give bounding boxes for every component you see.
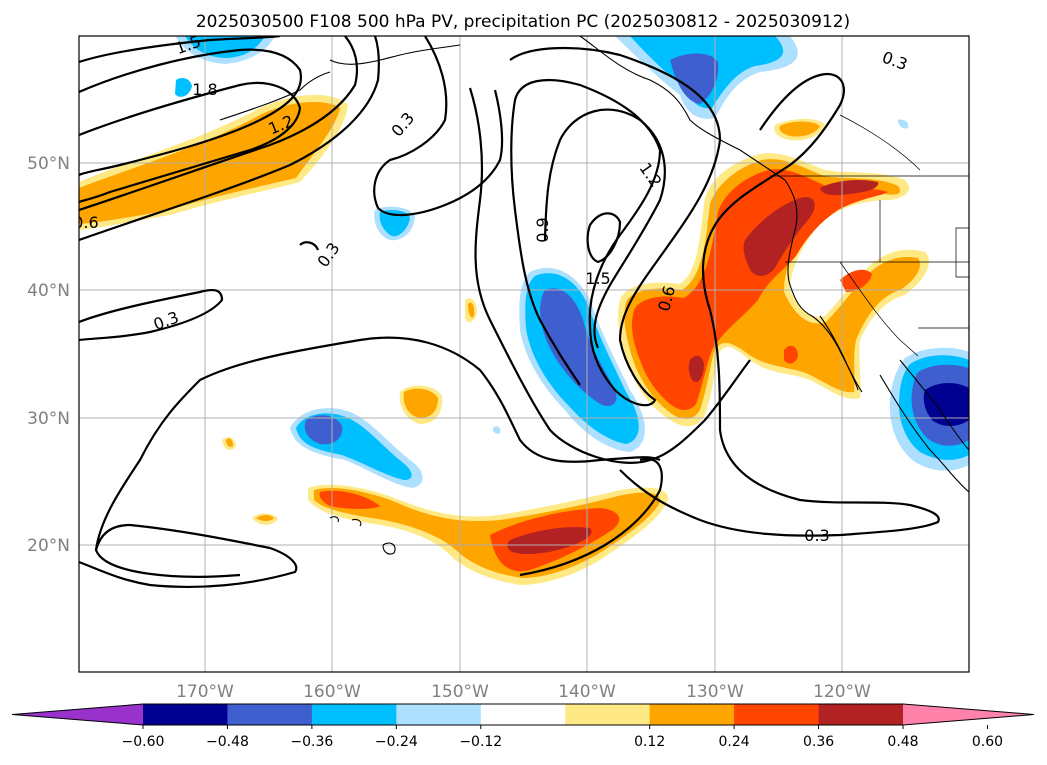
colorbar-tick-label: 0.24 bbox=[719, 734, 750, 750]
y-tick-label: 30°N bbox=[27, 409, 70, 429]
colorbar-segment bbox=[480, 704, 566, 725]
x-tick-label: 130°W bbox=[686, 682, 744, 702]
colorbar-tick-label: −0.36 bbox=[290, 734, 333, 750]
x-tick-label: 170°W bbox=[176, 682, 234, 702]
colorbar-segment bbox=[734, 704, 820, 725]
colorbar-segment bbox=[649, 704, 735, 725]
map-title: 2025030500 F108 500 hPa PV, precipitatio… bbox=[196, 12, 850, 32]
colorbar-segment bbox=[396, 704, 482, 725]
pv-contours bbox=[79, 36, 940, 588]
colorbar-tick-label: −0.12 bbox=[459, 734, 502, 750]
colorbar-segment bbox=[227, 704, 313, 725]
colorbar-extend-low bbox=[12, 704, 143, 725]
x-tick-label: 150°W bbox=[431, 682, 489, 702]
x-tick-label: 140°W bbox=[558, 682, 616, 702]
y-tick-label: 40°N bbox=[27, 281, 70, 301]
colorbar-segment bbox=[311, 704, 397, 725]
colorbar-segment bbox=[818, 704, 904, 725]
colorbar-tick-label: 0.12 bbox=[634, 734, 665, 750]
colorbar-tick-label: −0.60 bbox=[122, 734, 165, 750]
colorbar-tick-label: −0.24 bbox=[375, 734, 418, 750]
y-axis-labels: 50°N 40°N 30°N 20°N bbox=[27, 154, 70, 556]
y-tick-label: 20°N bbox=[27, 536, 70, 556]
contour-label: 1.5 bbox=[585, 269, 610, 288]
x-tick-label: 120°W bbox=[813, 682, 871, 702]
contour-label: 0.6 bbox=[73, 213, 98, 232]
y-tick-label: 50°N bbox=[27, 154, 70, 174]
map-panel: 1.5 1.8 1.2 0.6 0.3 0.3 0.3 0.9 1.2 1.5 … bbox=[73, 36, 969, 672]
colorbar-segment bbox=[565, 704, 651, 725]
colorbar-tick-label: 0.60 bbox=[972, 734, 1003, 750]
colorbar: −0.60 −0.48 −0.36 −0.24 −0.12 0.12 0.24 0.36 0.4… bbox=[11, 703, 1035, 750]
x-tick-label: 160°W bbox=[303, 682, 361, 702]
colorbar-tick-label: 0.36 bbox=[803, 734, 834, 750]
colorbar-extend-high bbox=[903, 704, 1034, 725]
contour-label: 1.8 bbox=[192, 80, 217, 99]
colorbar-tick-label: −0.48 bbox=[206, 734, 249, 750]
map-frame bbox=[78, 35, 970, 673]
coastlines bbox=[219, 36, 969, 555]
contour-label: 0.9 bbox=[533, 217, 552, 242]
x-axis-labels: 170°W 160°W 150°W 140°W 130°W 120°W bbox=[176, 682, 871, 702]
colorbar-segment bbox=[143, 704, 228, 725]
contour-label: 0.3 bbox=[804, 526, 829, 545]
colorbar-tick-label: 0.48 bbox=[887, 734, 918, 750]
